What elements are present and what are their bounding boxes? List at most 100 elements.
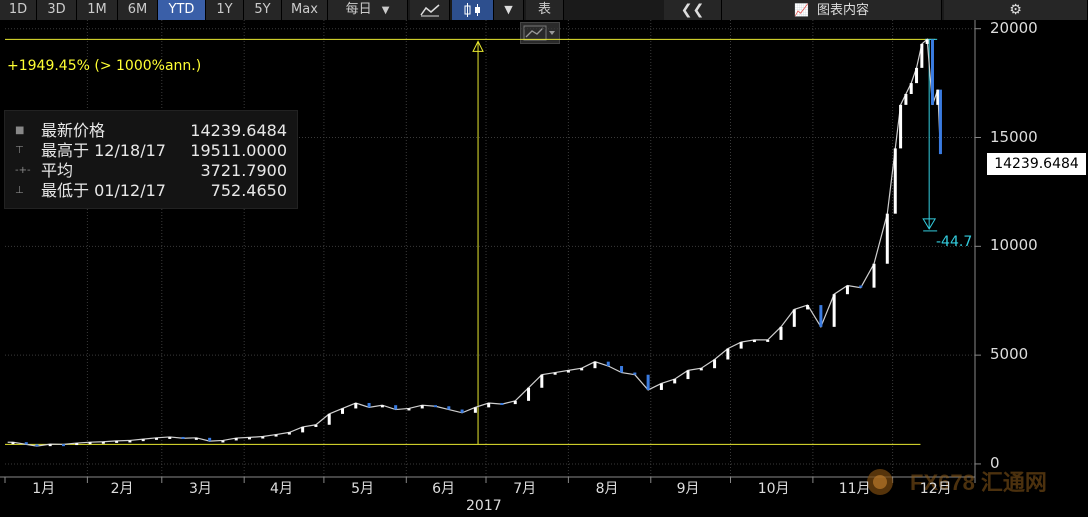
legend-last-price: ■ 最新价格 14239.6484	[5, 121, 295, 140]
price-candle	[593, 361, 597, 369]
price-candle	[739, 342, 743, 349]
price-candle	[885, 213, 889, 264]
price-candle	[726, 348, 730, 360]
price-candle	[606, 361, 610, 367]
price-candle	[845, 285, 849, 295]
price-candle	[141, 439, 145, 442]
price-candle	[88, 442, 92, 445]
price-candle	[487, 403, 491, 408]
range-max-button[interactable]: Max	[282, 0, 328, 20]
last-price-tag: 14239.6484	[987, 153, 1086, 175]
legend-low-label: 最低于 01/12/17	[41, 181, 166, 200]
x-tick-label: 6月	[432, 481, 456, 497]
price-candle	[11, 442, 15, 445]
chart-content-label: 图表内容	[817, 3, 870, 18]
chart-type-selector[interactable]	[520, 22, 560, 44]
price-candle	[500, 403, 504, 406]
watermark-text: FX678 汇通网	[910, 470, 1047, 495]
price-candle	[128, 440, 132, 443]
frequency-label: 每日	[345, 2, 372, 17]
price-candle	[580, 368, 584, 371]
legend-average-label: 平均	[41, 161, 74, 180]
price-candle	[872, 263, 876, 288]
legend-low: ⊥ 最低于 01/12/17 752.4650	[5, 181, 295, 200]
price-candle	[513, 400, 517, 405]
price-candle	[75, 443, 79, 446]
price-candle	[460, 409, 464, 413]
candlestick-icon[interactable]	[452, 0, 494, 20]
price-candle	[221, 440, 225, 443]
price-candle	[930, 39, 934, 105]
price-chart	[0, 20, 981, 483]
y-tick-label: 15000	[990, 127, 1038, 146]
price-candle	[925, 39, 929, 44]
toolbar-spacer	[564, 0, 664, 20]
chart-style-chevron-down-icon[interactable]: ▼	[494, 0, 524, 20]
range-6m-button[interactable]: 6M	[118, 0, 158, 20]
range-3d-button[interactable]: 3D	[37, 0, 77, 20]
range-ytd-button[interactable]: YTD	[158, 0, 206, 20]
legend-low-marker-icon: ⊥	[15, 185, 24, 196]
price-candle	[194, 437, 198, 440]
price-candle	[899, 104, 903, 149]
price-candle	[115, 440, 119, 443]
gain-annotation: +1949.45% (> 1000%ann.)	[7, 58, 202, 74]
chart-content-button[interactable]: 📈 图表内容	[722, 0, 942, 20]
frequency-dropdown[interactable]: 每日 ▼	[328, 0, 408, 20]
y-tick-label: 20000	[990, 18, 1038, 37]
legend-average-value: 3721.7900	[200, 161, 287, 180]
toolbar: 1D 3D 1M 6M YTD 1Y 5Y Max 每日 ▼ ▼ 表 ❮❮ 📈 …	[0, 0, 1088, 20]
x-tick-label: 7月	[513, 481, 537, 497]
price-candle	[24, 442, 28, 445]
x-tick-label: 11月	[838, 481, 871, 497]
legend-average-marker-icon: -+-	[15, 165, 31, 176]
price-candle	[234, 438, 238, 441]
price-candle	[686, 370, 690, 380]
price-candle	[287, 432, 291, 435]
price-candle	[247, 437, 251, 440]
y-tick-label: 5000	[990, 345, 1029, 364]
table-button[interactable]: 表	[526, 0, 564, 20]
legend-last-price-marker-icon: ■	[15, 125, 25, 136]
price-candle	[832, 294, 836, 327]
watermark-logo-icon: FX678 汇通网	[867, 469, 1047, 495]
price-candle	[540, 374, 544, 388]
price-candle	[394, 405, 398, 410]
price-candle	[806, 305, 810, 310]
price-candle	[434, 405, 438, 408]
x-axis-year-label: 2017	[466, 498, 502, 514]
price-candle	[274, 434, 278, 437]
price-candle	[314, 424, 318, 427]
price-candle	[301, 426, 305, 433]
price-candle	[420, 405, 424, 409]
price-candle	[646, 374, 650, 390]
collapse-double-chevron-left-icon[interactable]: ❮❮	[664, 0, 722, 20]
x-tick-label: 4月	[270, 481, 293, 497]
range-1y-button[interactable]: 1Y	[206, 0, 244, 20]
price-candle	[48, 444, 52, 447]
gear-icon[interactable]: ⚙	[944, 0, 1088, 20]
range-1m-button[interactable]: 1M	[77, 0, 118, 20]
price-candle	[61, 444, 65, 447]
price-candle	[859, 285, 863, 288]
line-chart-icon[interactable]	[410, 0, 450, 20]
price-candle	[659, 383, 663, 390]
price-candle	[766, 339, 770, 342]
mini-line-chart-icon	[523, 25, 555, 41]
price-candle	[181, 436, 185, 439]
legend-box: ■ 最新价格 14239.6484 ⊤ 最高于 12/18/17 19511.0…	[4, 110, 298, 209]
price-candle	[699, 368, 703, 371]
price-candle	[327, 413, 331, 425]
price-candle	[620, 366, 624, 373]
legend-low-value: 752.4650	[210, 181, 287, 200]
price-candle	[154, 437, 158, 440]
price-candle	[752, 339, 756, 343]
range-1d-button[interactable]: 1D	[0, 0, 37, 20]
price-candle	[527, 387, 531, 401]
chevron-down-icon: ▼	[381, 5, 390, 16]
price-candle	[354, 403, 358, 409]
range-5y-button[interactable]: 5Y	[244, 0, 282, 20]
price-candle	[35, 444, 39, 447]
x-tick-label: 2月	[110, 481, 134, 497]
watermark: FX678 汇通网	[864, 464, 1084, 504]
